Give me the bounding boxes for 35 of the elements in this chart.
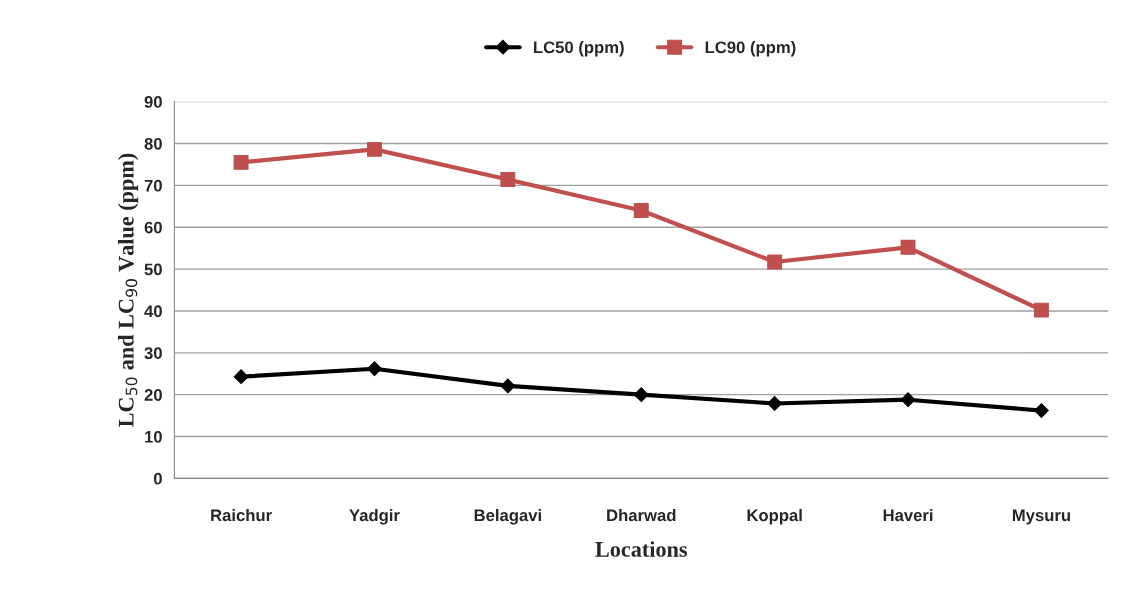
x-axis-title: Locations <box>595 541 688 557</box>
point <box>367 361 382 377</box>
point <box>500 378 516 394</box>
y-tick-label: 60 <box>144 221 162 234</box>
x-tick-label: Raichur <box>211 508 272 522</box>
y-axis-title: LC$_{50}$ and LC$_{90}$ Value (ppm) <box>118 153 139 427</box>
point <box>1033 302 1049 318</box>
point <box>233 369 249 385</box>
legend-label: LC50 (ppm) <box>534 40 624 57</box>
x-tick-label: Mysuru <box>1012 509 1070 525</box>
point <box>233 154 249 170</box>
y-tick-label: 10 <box>145 430 162 443</box>
y-tick-label: 0 <box>153 472 162 485</box>
point <box>900 239 916 255</box>
y-tick-label: 90 <box>144 96 162 108</box>
x-tick-label: Belagavi <box>474 508 541 525</box>
point <box>767 254 783 270</box>
point <box>767 396 783 411</box>
point <box>367 141 382 157</box>
y-tick-label: 70 <box>144 179 162 192</box>
x-tick-label: Haveri <box>883 508 933 522</box>
y-tick-label: 40 <box>144 305 162 318</box>
y-tick-label: 20 <box>144 389 162 401</box>
y-tick-label: 50 <box>144 263 162 276</box>
legend-label: LC90 (ppm) <box>705 40 796 57</box>
x-tick-label: Koppal <box>747 508 802 525</box>
x-tick-label: Dharwad <box>607 508 676 522</box>
point <box>900 392 916 408</box>
y-tick-label: 80 <box>144 137 162 150</box>
point <box>1034 403 1049 418</box>
point <box>633 387 649 403</box>
x-tick-label: Yadgir <box>349 508 400 525</box>
point <box>633 203 649 218</box>
point <box>500 172 516 187</box>
y-tick-label: 30 <box>144 347 162 360</box>
